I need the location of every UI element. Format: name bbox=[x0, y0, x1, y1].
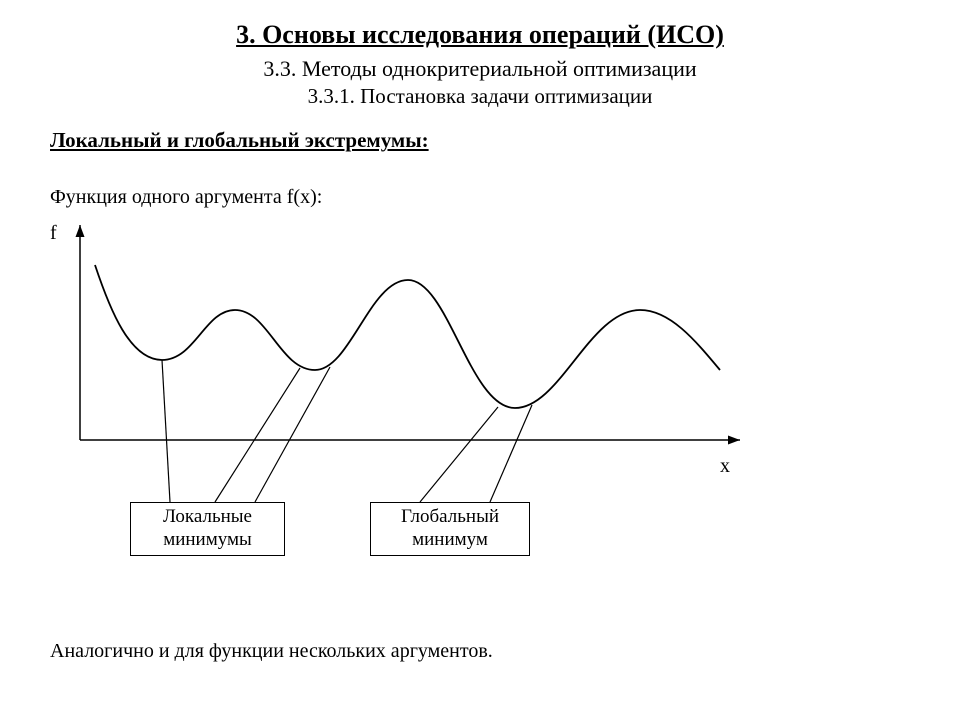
local-connector-0 bbox=[162, 360, 170, 502]
global-minimum-box: Глобальный минимум bbox=[370, 502, 530, 556]
global-connector-0 bbox=[420, 407, 498, 502]
global-box-line2: минимум bbox=[412, 529, 488, 550]
local-connector-1 bbox=[215, 368, 300, 502]
local-box-line2: минимумы bbox=[163, 529, 252, 550]
footer-text: Аналогично и для функции нескольких аргу… bbox=[50, 640, 493, 663]
function-curve bbox=[95, 265, 720, 408]
global-connector-1 bbox=[490, 405, 532, 502]
local-connector-2 bbox=[255, 367, 330, 502]
slide-page: 3. Основы исследования операций (ИСО) 3.… bbox=[0, 0, 960, 720]
local-minima-box: Локальные минимумы bbox=[130, 502, 285, 556]
local-box-line1: Локальные bbox=[163, 506, 252, 527]
diagram-svg bbox=[0, 0, 960, 720]
global-box-line1: Глобальный bbox=[401, 506, 499, 527]
